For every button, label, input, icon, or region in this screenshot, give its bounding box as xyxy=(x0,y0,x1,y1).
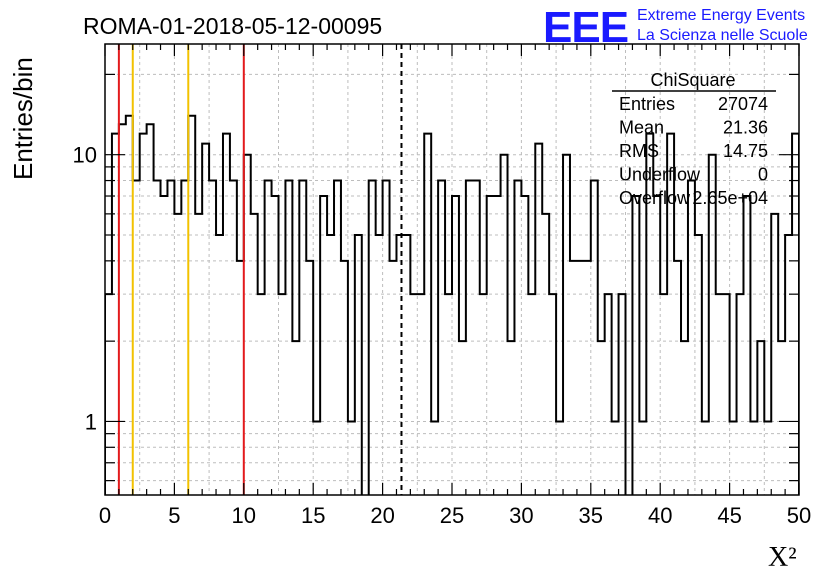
x-tick-label-3: 15 xyxy=(301,503,325,528)
x-tick-label-8: 40 xyxy=(648,503,672,528)
x-tick-label-4: 20 xyxy=(370,503,394,528)
axes: 0 5 10 15 20 25 30 35 40 45 50 1 10 xyxy=(73,43,811,528)
stats-value-entries: 27074 xyxy=(718,94,768,114)
x-tick-label-7: 35 xyxy=(579,503,603,528)
eee-logo: EEE Extreme Energy Events La Scienza nel… xyxy=(543,3,808,52)
x-tick-label-0: 0 xyxy=(99,503,111,528)
grid xyxy=(105,44,799,495)
stats-rows: Entries 27074 Mean 21.36 RMS 14.75 Underflow 0 O… xyxy=(619,94,768,208)
x-tick-label-2: 10 xyxy=(232,503,256,528)
histogram-steps xyxy=(105,114,799,495)
histogram xyxy=(105,114,799,495)
y-axis-label: Entries/bin xyxy=(8,57,38,180)
reference-lines xyxy=(117,44,403,495)
stats-value-mean: 21.36 xyxy=(723,118,768,138)
x-tick-label-1: 5 xyxy=(168,503,180,528)
stats-label-mean: Mean xyxy=(619,118,664,138)
x-tick-label-10: 50 xyxy=(787,503,811,528)
stats-value-underflow: 0 xyxy=(758,165,768,185)
stats-label-entries: Entries xyxy=(619,94,675,114)
y-tick-label-0: 1 xyxy=(85,409,97,434)
logo-line-1: Extreme Energy Events xyxy=(637,7,805,24)
stats-label-rms: RMS xyxy=(619,141,659,161)
chart-title: ROMA-01-2018-05-12-00095 xyxy=(83,13,382,39)
x-axis-label: Χ² xyxy=(768,542,797,572)
stats-value-rms: 14.75 xyxy=(723,141,768,161)
x-tick-label-6: 30 xyxy=(509,503,533,528)
logo-line-2: La Scienza nelle Scuole xyxy=(637,27,808,44)
stats-label-overflow: Overflow xyxy=(619,188,691,208)
stats-label-underflow: Underflow xyxy=(619,165,701,185)
stats-value-overflow: 2.65e+04 xyxy=(692,188,768,208)
x-tick-label-9: 45 xyxy=(717,503,741,528)
y-tick-label-1: 10 xyxy=(73,143,97,168)
x-tick-label-5: 25 xyxy=(440,503,464,528)
stats-box: ChiSquare Entries 27074 Mean 21.36 RMS 14.75 U… xyxy=(612,70,776,208)
stats-title: ChiSquare xyxy=(650,70,735,90)
